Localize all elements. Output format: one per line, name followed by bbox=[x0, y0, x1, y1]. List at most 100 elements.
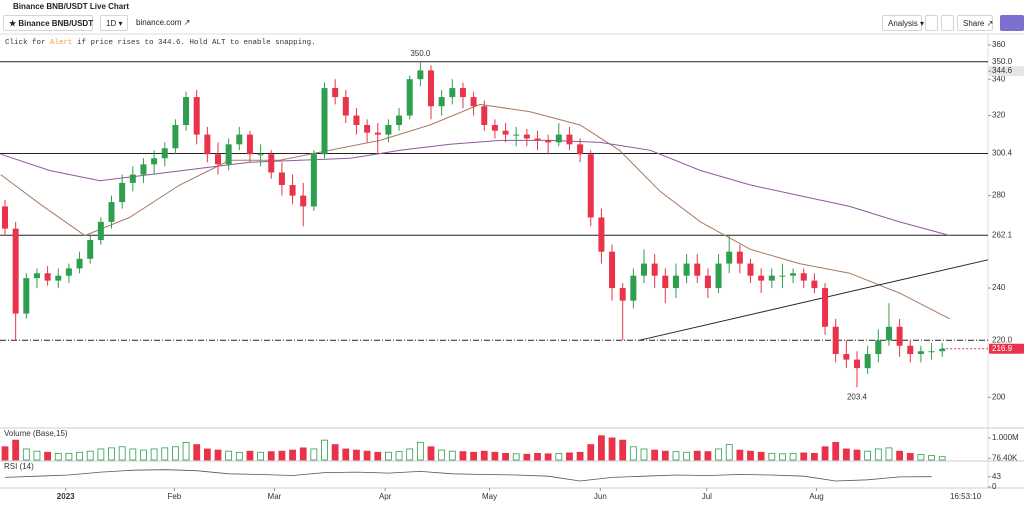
candle-body bbox=[33, 273, 40, 279]
candle-body bbox=[790, 273, 797, 276]
candle-body bbox=[736, 251, 743, 264]
candle-body bbox=[268, 154, 275, 173]
volume-bar bbox=[576, 451, 584, 461]
alert-link[interactable]: Alert bbox=[50, 39, 73, 47]
rsi-title: RSI (14) bbox=[4, 462, 34, 471]
volume-bar bbox=[172, 446, 179, 461]
volume-bar bbox=[299, 447, 307, 461]
volume-bar bbox=[619, 439, 627, 461]
candle-body bbox=[204, 134, 211, 155]
line bbox=[4, 469, 932, 482]
candle-body bbox=[310, 154, 317, 207]
candle-body bbox=[854, 359, 861, 369]
candle-body bbox=[2, 206, 9, 229]
volume-bar bbox=[534, 452, 541, 461]
volume-bar bbox=[811, 452, 818, 461]
candle-body bbox=[747, 263, 754, 276]
draw-button[interactable] bbox=[941, 15, 954, 31]
candle-body bbox=[193, 97, 200, 135]
line bbox=[0, 103, 950, 320]
volume-bar bbox=[470, 451, 478, 461]
candle-body bbox=[129, 174, 136, 183]
compare-button[interactable] bbox=[925, 15, 938, 31]
volume-bar bbox=[779, 453, 786, 461]
volume-bar bbox=[672, 451, 680, 461]
volume-bar bbox=[896, 450, 904, 461]
volume-bar bbox=[480, 450, 488, 461]
candle-body bbox=[278, 172, 285, 186]
candle-body bbox=[236, 134, 243, 145]
symbol: Binance BNB/USDT bbox=[18, 19, 94, 28]
volume-bar bbox=[874, 448, 882, 461]
y-tick-label: 0 bbox=[992, 482, 997, 491]
volume-bar bbox=[193, 444, 201, 461]
candle-body bbox=[449, 88, 456, 98]
candle-body bbox=[491, 124, 498, 131]
candle-body bbox=[332, 88, 339, 98]
volume-bar bbox=[864, 450, 872, 461]
volume-bar bbox=[938, 456, 946, 461]
y-tick-label: 76.40K bbox=[992, 453, 1018, 462]
volume-bar bbox=[1, 446, 9, 461]
candle-body bbox=[353, 115, 360, 125]
volume-bar bbox=[715, 448, 722, 461]
candle-body bbox=[896, 326, 903, 346]
volume-bar bbox=[374, 451, 382, 461]
clock: 16:53:10 bbox=[950, 492, 982, 501]
volume-bar bbox=[129, 448, 137, 461]
low-annotation: 203.4 bbox=[847, 392, 868, 401]
volume-bar bbox=[598, 435, 605, 461]
y-tick-label: 200 bbox=[992, 392, 1006, 401]
volume-bar bbox=[321, 439, 328, 461]
candle-body bbox=[726, 251, 733, 264]
candle-body bbox=[23, 278, 30, 314]
volume-bar bbox=[608, 437, 616, 461]
volume-bar bbox=[150, 448, 158, 461]
candle-body bbox=[215, 154, 222, 165]
volume-bar bbox=[161, 447, 169, 461]
x-tick-label: Mar bbox=[268, 492, 282, 501]
source-link[interactable]: binance.com ↗ bbox=[136, 18, 191, 27]
interval-button[interactable]: 1D ▾ bbox=[100, 15, 128, 31]
candle-body bbox=[396, 115, 403, 125]
alert-label-box bbox=[989, 66, 1024, 77]
share: Share bbox=[963, 19, 985, 28]
volume-bar bbox=[65, 452, 73, 461]
volume-bar bbox=[235, 451, 243, 461]
candle-body bbox=[843, 354, 850, 360]
volume-bar bbox=[566, 452, 573, 461]
candle-body bbox=[641, 263, 648, 276]
volume-bar bbox=[789, 452, 797, 461]
candle-body bbox=[151, 158, 158, 165]
volume-bar bbox=[725, 444, 733, 461]
volume-bar bbox=[704, 451, 712, 461]
interval: 1D bbox=[106, 19, 117, 28]
analysis-button[interactable]: Analysis ▾ bbox=[882, 15, 924, 31]
candle-body bbox=[12, 228, 19, 314]
volume-bar bbox=[747, 450, 754, 461]
candle-body bbox=[502, 130, 509, 135]
candle-body bbox=[875, 340, 882, 355]
candle-body bbox=[321, 88, 328, 155]
level-label: 220.0 bbox=[992, 335, 1013, 344]
volume-bar bbox=[353, 449, 360, 461]
candle-body bbox=[342, 97, 349, 116]
candle-body bbox=[577, 144, 584, 155]
volume-bar bbox=[853, 449, 861, 461]
volume-bar bbox=[406, 448, 414, 461]
volume-bar bbox=[44, 451, 52, 461]
volume-bar bbox=[140, 449, 147, 461]
share-button[interactable]: Share ↗ bbox=[957, 15, 993, 31]
candle-body bbox=[598, 217, 605, 252]
last-price-label: 216.9 bbox=[992, 344, 1013, 353]
symbol-button[interactable]: ★ Binance BNB/USDT bbox=[3, 15, 93, 31]
volume-bar bbox=[438, 449, 446, 461]
volume-bar bbox=[342, 448, 350, 461]
candle-body bbox=[172, 124, 179, 149]
volume-bar bbox=[76, 451, 83, 461]
y-tick-label: 280 bbox=[992, 191, 1006, 200]
volume-bar bbox=[22, 448, 30, 461]
title-bar: Binance BNB/USDT Live Chart bbox=[0, 0, 1024, 13]
volume-bar bbox=[203, 448, 211, 461]
